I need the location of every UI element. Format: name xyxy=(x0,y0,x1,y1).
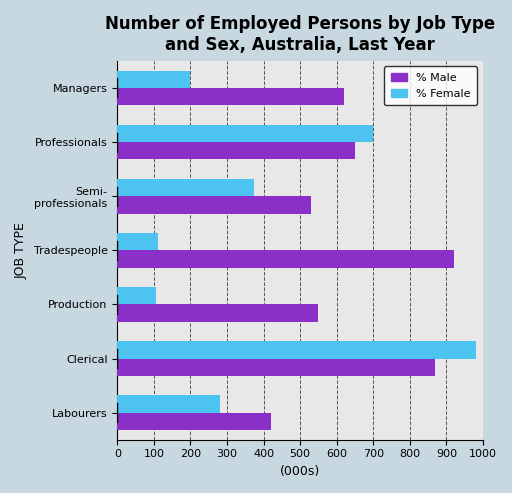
Bar xyxy=(117,250,454,268)
Bar xyxy=(117,341,476,358)
Y-axis label: JOB TYPE: JOB TYPE xyxy=(15,222,28,279)
Bar xyxy=(117,395,220,413)
Bar xyxy=(117,142,355,159)
Bar xyxy=(117,287,156,305)
Bar xyxy=(117,413,271,430)
Bar xyxy=(117,233,158,250)
Bar xyxy=(117,305,318,322)
X-axis label: (000s): (000s) xyxy=(280,465,321,478)
Bar xyxy=(117,179,254,196)
Bar xyxy=(117,88,344,106)
Bar xyxy=(117,70,190,88)
Bar xyxy=(117,358,436,376)
Bar xyxy=(117,125,373,142)
Bar xyxy=(117,196,311,213)
Title: Number of Employed Persons by Job Type
and Sex, Australia, Last Year: Number of Employed Persons by Job Type a… xyxy=(105,15,495,54)
Legend: % Male, % Female: % Male, % Female xyxy=(384,67,478,106)
